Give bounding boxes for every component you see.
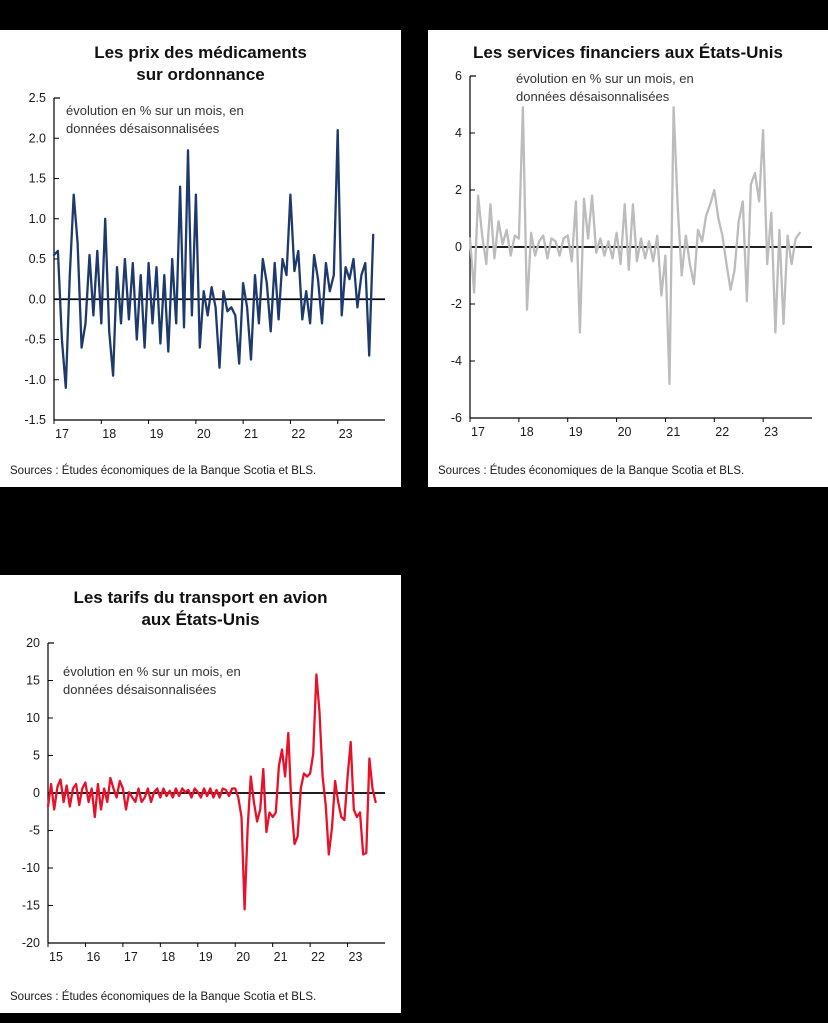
chart-area-drug-prices: 2.5 2.0 1.5 1.0 0.5 0.0 -0.5 -1.0 -1.5 17 18 19 20 21… — [8, 88, 393, 455]
svg-text:0: 0 — [33, 786, 40, 800]
svg-text:20: 20 — [618, 425, 632, 439]
svg-text:19: 19 — [199, 950, 213, 964]
chart-title-line: Les prix des médicaments — [94, 43, 307, 62]
svg-text:0: 0 — [455, 240, 462, 254]
svg-text:19: 19 — [150, 427, 164, 441]
svg-text:17: 17 — [124, 950, 138, 964]
chart-title-financial-services: Les services financiers aux États-Unis — [436, 42, 820, 64]
annotation-line: évolution en % sur un mois, en — [63, 664, 241, 680]
chart-panel-financial-services: Les services financiers aux États-Unis 6… — [428, 30, 828, 487]
svg-text:19: 19 — [569, 425, 583, 439]
svg-text:15: 15 — [26, 674, 40, 688]
svg-text:-1.5: -1.5 — [24, 413, 46, 427]
chart-title-line: sur ordonnance — [136, 65, 265, 85]
svg-text:20: 20 — [26, 636, 40, 650]
line-chart-drug-prices: 2.5 2.0 1.5 1.0 0.5 0.0 -0.5 -1.0 -1.5 17 18 19 20 21… — [24, 91, 385, 441]
chart-area-airfares: 20 15 10 5 0 -5 -10 -15 -20 15 16 17 18 19 20 21 22 23 év… — [8, 633, 393, 978]
chart-source: Sources : Études économiques de la Banqu… — [438, 465, 745, 477]
chart-source: Sources : Études économiques de la Banqu… — [10, 465, 317, 477]
svg-text:16: 16 — [86, 950, 100, 964]
annotation-line: données désaisonnalisées — [66, 120, 220, 136]
svg-text:15: 15 — [49, 950, 63, 964]
chart-annotation: évolution en % sur un mois, en données d… — [63, 663, 241, 698]
chart-title-airfares: Les tarifs du transport en avion aux Éta… — [8, 587, 393, 631]
svg-text:-1.0: -1.0 — [24, 373, 46, 387]
svg-text:18: 18 — [161, 950, 175, 964]
annotation-line: évolution en % sur un mois, en — [66, 103, 244, 119]
svg-text:21: 21 — [274, 950, 288, 964]
svg-text:0.0: 0.0 — [29, 292, 46, 306]
svg-text:-20: -20 — [22, 936, 40, 950]
svg-text:22: 22 — [291, 427, 305, 441]
svg-text:18: 18 — [520, 425, 534, 439]
chart-title-drug-prices: Les prix des médicaments sur ordonnance — [8, 42, 393, 86]
svg-text:1.0: 1.0 — [29, 212, 46, 226]
svg-text:17: 17 — [471, 425, 485, 439]
svg-text:20: 20 — [236, 950, 250, 964]
svg-text:1.5: 1.5 — [29, 172, 46, 186]
svg-text:10: 10 — [26, 711, 40, 725]
chart-annotation: évolution en % sur un mois, en données d… — [516, 70, 694, 105]
svg-text:-2: -2 — [451, 297, 462, 311]
svg-text:21: 21 — [666, 425, 680, 439]
svg-text:-4: -4 — [451, 354, 462, 368]
chart-area-financial-services: 6 4 2 0 -2 -4 -6 17 18 19 20 21 22 23 évolution en % … — [436, 66, 820, 453]
svg-text:23: 23 — [349, 950, 363, 964]
svg-text:-6: -6 — [451, 411, 462, 425]
svg-text:4: 4 — [455, 126, 462, 140]
svg-text:20: 20 — [197, 427, 211, 441]
svg-text:22: 22 — [311, 950, 325, 964]
svg-text:2.0: 2.0 — [29, 131, 46, 145]
annotation-line: données désaisonnalisées — [63, 681, 217, 697]
svg-text:23: 23 — [339, 427, 353, 441]
chart-annotation: évolution en % sur un mois, en données d… — [66, 102, 244, 137]
svg-text:-5: -5 — [29, 824, 40, 838]
svg-text:23: 23 — [764, 425, 778, 439]
svg-text:-0.5: -0.5 — [24, 333, 46, 347]
chart-panel-airfares: Les tarifs du transport en avion aux Éta… — [0, 575, 401, 1013]
svg-text:21: 21 — [244, 427, 258, 441]
chart-title-line: aux États-Unis — [141, 610, 260, 630]
svg-text:-10: -10 — [22, 861, 40, 875]
chart-title-line: Les tarifs du transport en avion — [73, 588, 328, 607]
chart-source: Sources : Études économiques de la Banqu… — [10, 991, 317, 1003]
chart-panel-drug-prices: Les prix des médicaments sur ordonnance … — [0, 30, 401, 487]
svg-text:0.5: 0.5 — [29, 252, 46, 266]
svg-text:2: 2 — [455, 183, 462, 197]
line-chart-airfares: 20 15 10 5 0 -5 -10 -15 -20 15 16 17 18 19 20 21 22 23 — [22, 636, 385, 964]
svg-text:22: 22 — [715, 425, 729, 439]
svg-text:6: 6 — [455, 69, 462, 83]
annotation-line: évolution en % sur un mois, en — [516, 71, 694, 87]
chart-title-line: Les services financiers aux États-Unis — [473, 43, 783, 62]
annotation-line: données désaisonnalisées — [516, 88, 670, 104]
svg-text:17: 17 — [55, 427, 69, 441]
svg-text:5: 5 — [33, 749, 40, 763]
svg-text:-15: -15 — [22, 899, 40, 913]
svg-text:18: 18 — [102, 427, 116, 441]
svg-text:2.5: 2.5 — [29, 91, 46, 105]
